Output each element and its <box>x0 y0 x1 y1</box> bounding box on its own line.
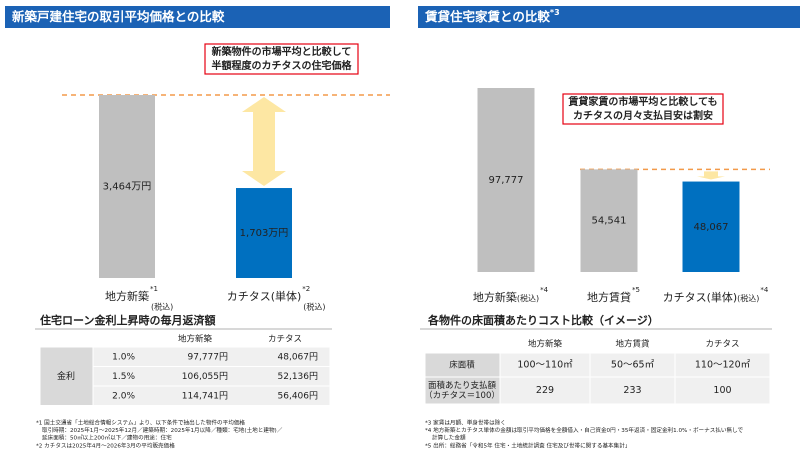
category-label: カチタス(単体)(税込) <box>663 290 760 304</box>
footnote: 延床面積：50㎡以上200㎡以下／建物の用途：住宅 <box>42 434 172 442</box>
table-cell <box>674 376 771 405</box>
footnote: *1 国土交通省「土地総合情報システム」より、以下条件で抽出した物件の平均価格 <box>36 419 245 427</box>
category-suffix: (税込) <box>151 302 173 312</box>
table-value: 114,741円 <box>182 390 228 401</box>
table-cell <box>589 376 676 405</box>
header-title: 新築戸建住宅の取引平均価格との比較 <box>12 9 225 24</box>
category-suffix: (税込) <box>737 293 759 303</box>
table-value: 110～120㎡ <box>695 360 751 371</box>
table-column-header: 地方賃貸 <box>615 339 650 350</box>
bar <box>236 188 292 278</box>
value-label: 1,703万円 <box>240 228 289 239</box>
category-name: 地方新築 <box>473 290 517 304</box>
annotation-text: 新築物件の市場平均と比較して <box>212 45 352 58</box>
category-label: 地方新築(税込) <box>473 290 539 304</box>
table-column-header: 地方新築 <box>178 334 213 345</box>
footnote: *2 カチタスは2025年4月～2026年3月の平均販売価格 <box>36 441 175 449</box>
table-title: 各物件の床面積あたりコスト比較（イメージ） <box>427 313 659 327</box>
table-column-header: カチタス <box>268 335 302 345</box>
arrow <box>242 97 286 187</box>
bar <box>99 95 155 278</box>
table-value: 100 <box>713 385 731 396</box>
category-label: 地方賃貸 <box>587 290 631 304</box>
table-row-header: 金利 <box>57 370 75 382</box>
table-value: 106,055円 <box>182 371 228 382</box>
header-title: 賃貸住宅家賃との比較*3 <box>424 8 560 24</box>
footnote: 取引時期：2025年1月～2025年12月／建築時期：2025年1月以降／種類：… <box>42 426 283 434</box>
value-label: 54,541 <box>592 216 627 227</box>
footnote: *4 地方新築とカチタス単体の金額は取引平均価格を全額借入・自己資金0円・35年… <box>425 426 744 434</box>
category-name: 地方賃貸 <box>587 290 631 304</box>
annotation-text: 賃貸家賃の市場平均と比較しても <box>567 95 717 108</box>
table-row-header: 面積あたり支払額 <box>428 380 497 391</box>
table-value: 56,406円 <box>278 390 319 401</box>
bar <box>477 88 535 272</box>
footnote: *3 家賃は月額、単身世帯は除く <box>425 419 506 427</box>
table-value: 233 <box>623 385 641 396</box>
category-note-mark: *1 <box>150 285 158 293</box>
footnote: *5 出所：総務省「令和5年 住宅・土地統計調査 住宅及び世帯に関する基本集計」 <box>425 441 630 449</box>
table-cell <box>499 376 591 405</box>
value-label: 3,464万円 <box>103 182 152 193</box>
category-note-mark: *4 <box>760 286 769 294</box>
category-label: カチタス(単体) <box>227 289 302 303</box>
header-text: 賃貸住宅家賃との比較 <box>424 9 550 24</box>
arrow <box>697 171 725 180</box>
annotation-box <box>204 43 359 75</box>
category-name: カチタス(単体) <box>663 290 738 304</box>
category-suffix: (税込) <box>517 293 539 303</box>
table-cell <box>92 385 331 406</box>
footnote: 計算した金額 <box>432 434 466 442</box>
annotation-text: カチタスの月々支払目安は割安 <box>573 109 713 122</box>
value-label: 48,067 <box>694 222 729 233</box>
table-value: 48,067円 <box>278 351 319 362</box>
table-rate: 1.0% <box>112 352 135 362</box>
category-note-mark: *4 <box>540 286 549 294</box>
category-name: 地方新築 <box>105 289 149 303</box>
header-bar <box>5 6 390 28</box>
table-column-header: 地方新築 <box>528 339 563 350</box>
table-value: 97,777円 <box>188 351 229 362</box>
table-value: 229 <box>536 385 554 396</box>
header-note-mark: *3 <box>550 8 560 17</box>
category-note-mark: *2 <box>302 285 310 293</box>
table-row-header-cell <box>39 346 94 406</box>
table-column-header: カチタス <box>705 340 739 350</box>
table-value: 100～110㎡ <box>517 360 573 371</box>
bar <box>580 169 638 272</box>
annotation-text: 半額程度のカチタスの住宅価格 <box>212 59 353 72</box>
bar <box>682 181 740 272</box>
category-name: カチタス(単体) <box>227 289 302 303</box>
table-cell <box>499 352 591 378</box>
annotation-box <box>562 93 724 125</box>
table-row-header: 床面積 <box>449 360 475 371</box>
value-label: 97,777 <box>489 175 524 186</box>
category-suffix: (税込) <box>303 302 325 312</box>
category-label: 地方新築 <box>105 289 149 303</box>
header-text: 新築戸建住宅の取引平均価格との比較 <box>12 9 225 24</box>
table-rate: 1.5% <box>112 372 135 382</box>
table-row-header: （カチタス＝100） <box>424 390 500 401</box>
table-rate: 2.0% <box>112 391 135 401</box>
table-value: 50～65㎡ <box>611 360 655 371</box>
table-value: 52,136円 <box>278 371 319 382</box>
table-title: 住宅ローン金利上昇時の毎月返済額 <box>40 313 215 327</box>
header-bar <box>418 6 800 28</box>
table-cell <box>674 352 771 378</box>
category-note-mark: *5 <box>632 286 640 294</box>
